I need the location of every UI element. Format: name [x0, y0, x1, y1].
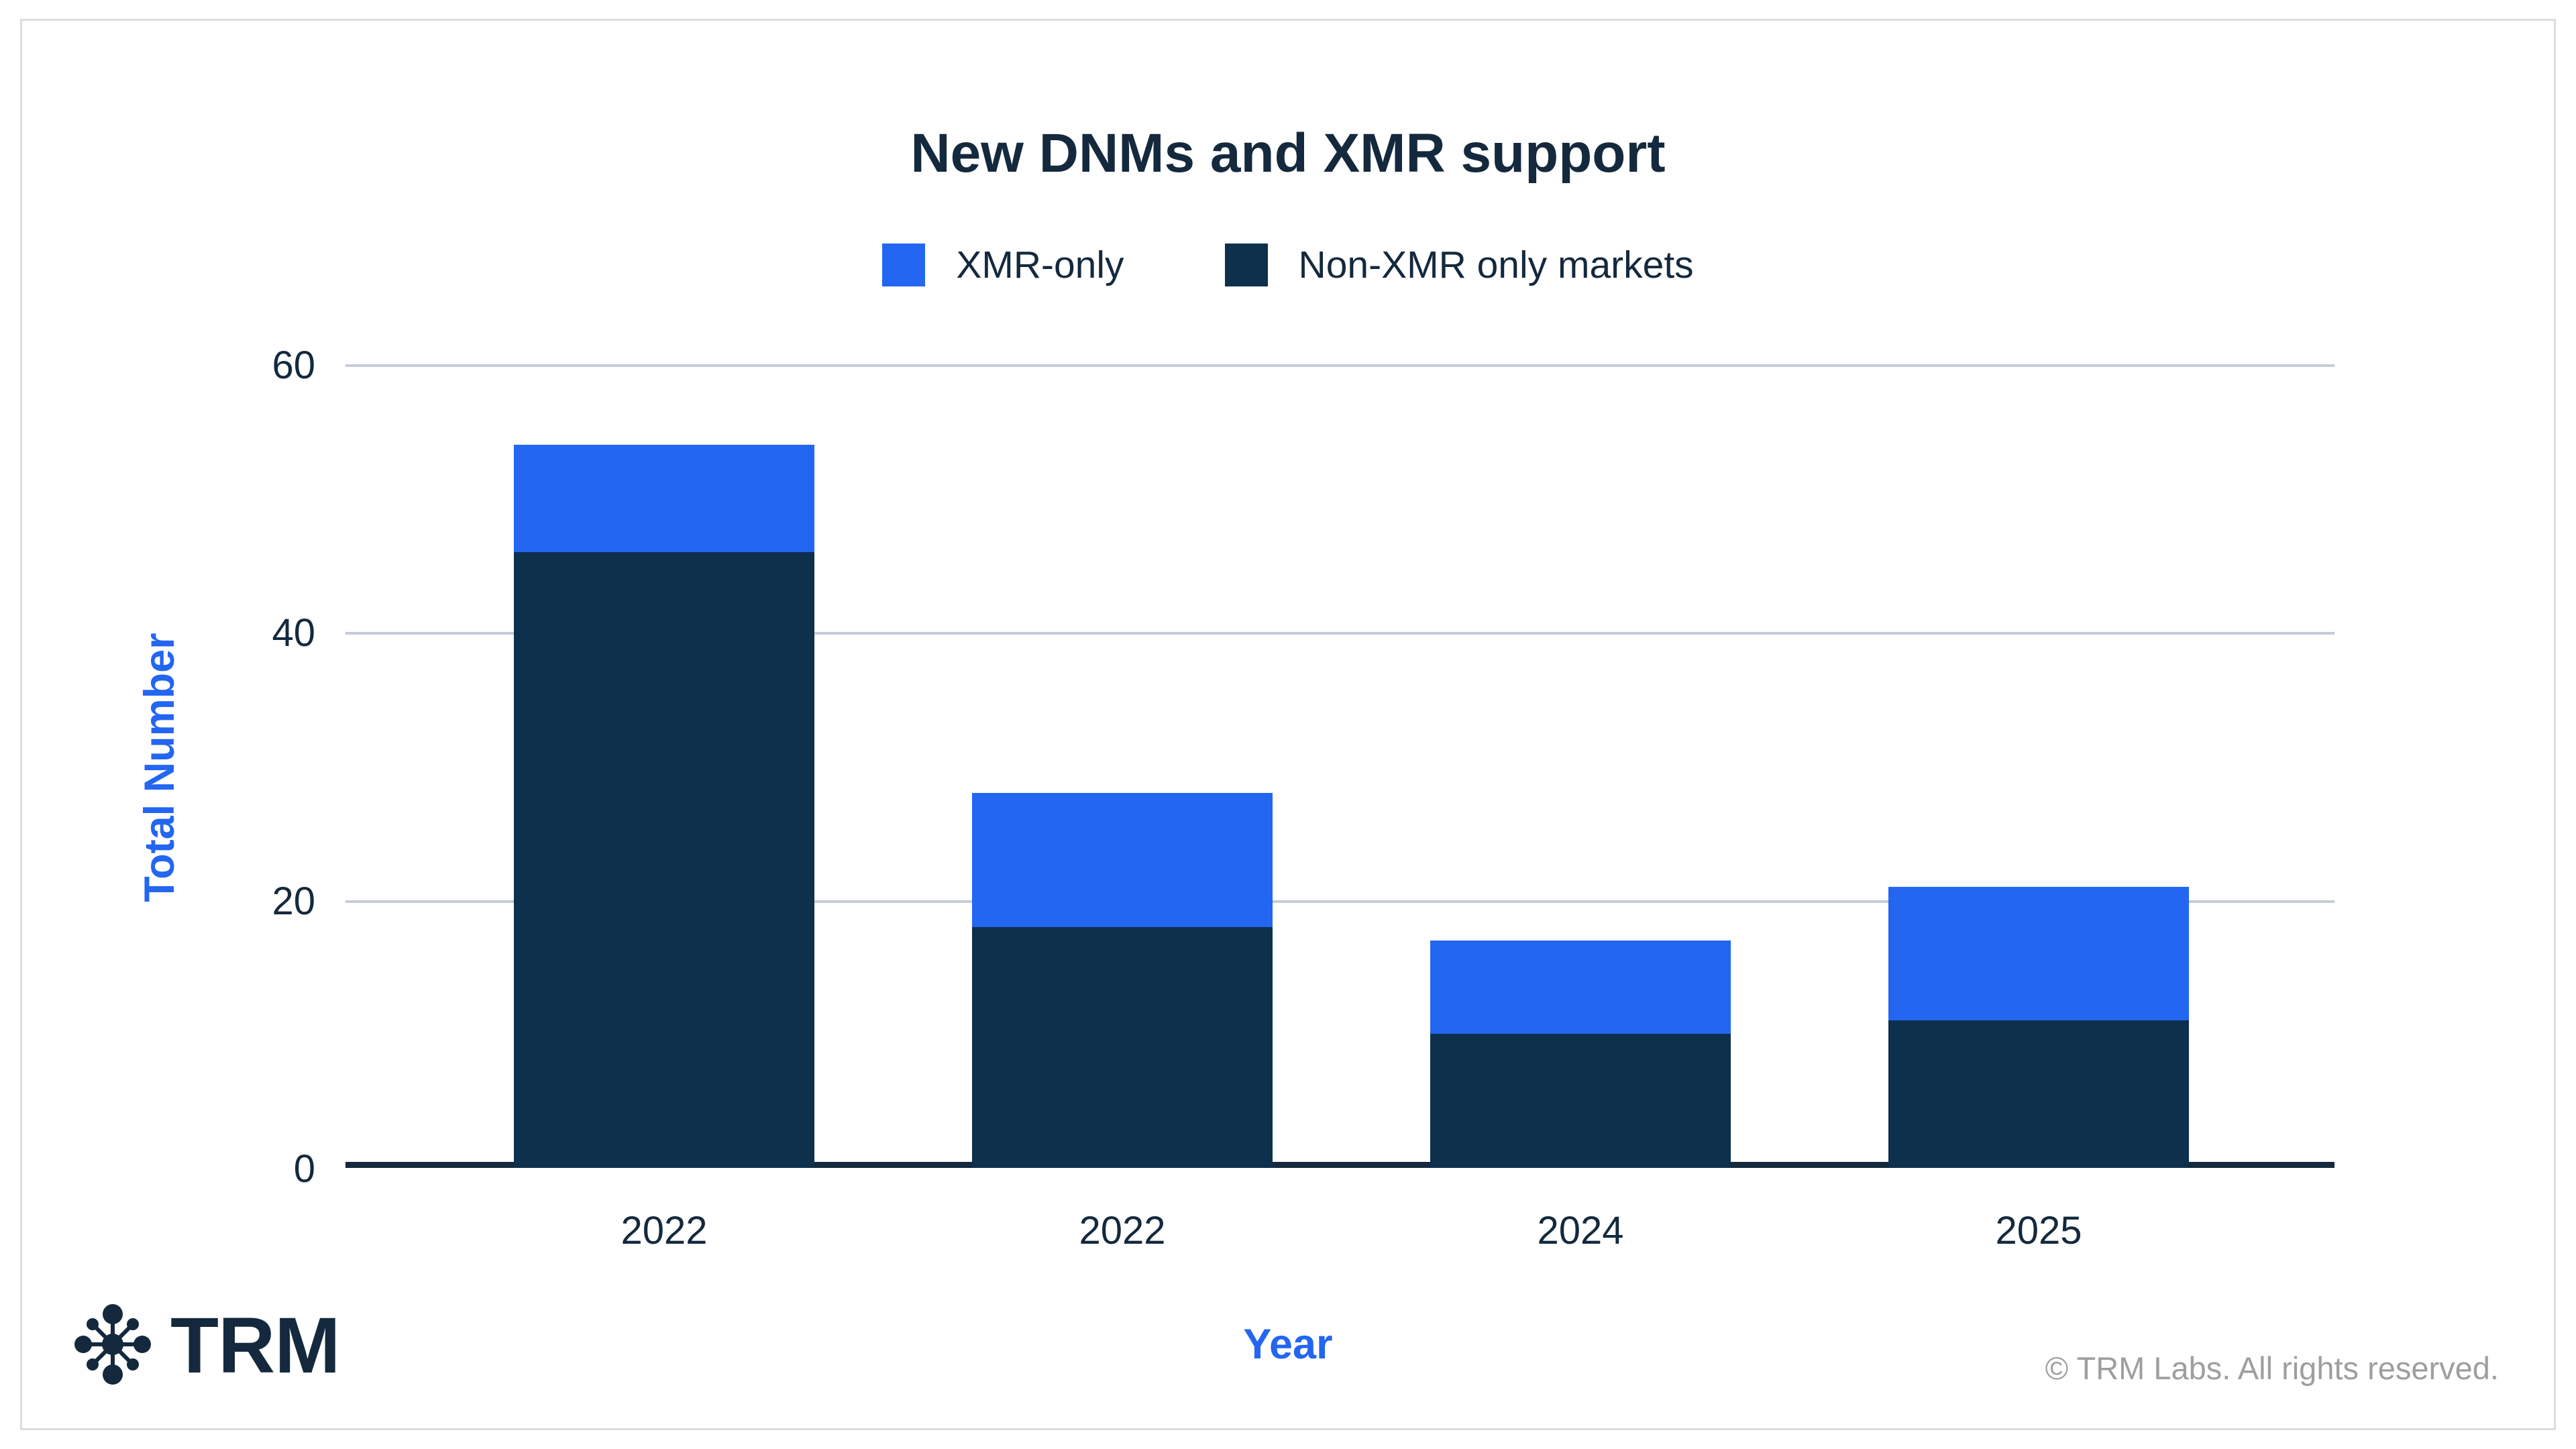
bar-segment	[1430, 940, 1731, 1034]
gridline-40	[345, 632, 2334, 635]
bar-segment	[514, 444, 814, 552]
bar-segment	[1888, 1020, 2189, 1168]
legend-label: Non-XMR only markets	[1298, 244, 1694, 286]
bar-segment	[972, 926, 1273, 1168]
legend-swatch-icon	[1224, 244, 1268, 286]
y-axis-label: Total Number	[136, 633, 183, 902]
trm-molecule-icon	[72, 1303, 153, 1388]
chart-title: New DNMs and XMR support	[910, 123, 1666, 184]
chart-card	[20, 19, 2556, 1430]
legend: XMR-only Non-XMR only markets	[0, 243, 2576, 287]
legend-swatch-icon	[882, 244, 926, 286]
plot-area: 0 20 40 60 2022 2022 2024 2025	[272, 345, 2334, 1252]
x-tick-label: 2022	[621, 1209, 708, 1252]
legend-item: XMR-only	[882, 243, 1124, 287]
bar-segment	[972, 792, 1273, 927]
gridline-60	[345, 364, 2334, 367]
x-tick-label: 2025	[1995, 1209, 2082, 1252]
legend-label: XMR-only	[956, 244, 1124, 286]
x-tick-label: 2024	[1537, 1209, 1624, 1252]
y-tick-label-40: 40	[272, 611, 315, 655]
y-tick-label-20: 20	[272, 879, 315, 923]
bar-segment	[1430, 1034, 1731, 1168]
x-tick-label: 2022	[1079, 1209, 1166, 1252]
trm-logo: TRM	[72, 1300, 341, 1391]
copyright-text: © TRM Labs. All rights reserved.	[2045, 1350, 2499, 1386]
gridline-20	[345, 900, 2334, 903]
y-tick-label-60: 60	[272, 343, 315, 387]
bar-segment	[1888, 886, 2189, 1021]
bar-segment	[514, 551, 814, 1168]
y-tick-label-0: 0	[293, 1147, 315, 1191]
x-axis-label: Year	[1243, 1321, 1333, 1368]
trm-logo-text: TRM	[170, 1301, 341, 1390]
legend-item: Non-XMR only markets	[1224, 243, 1694, 287]
x-axis-line	[345, 1162, 2334, 1168]
